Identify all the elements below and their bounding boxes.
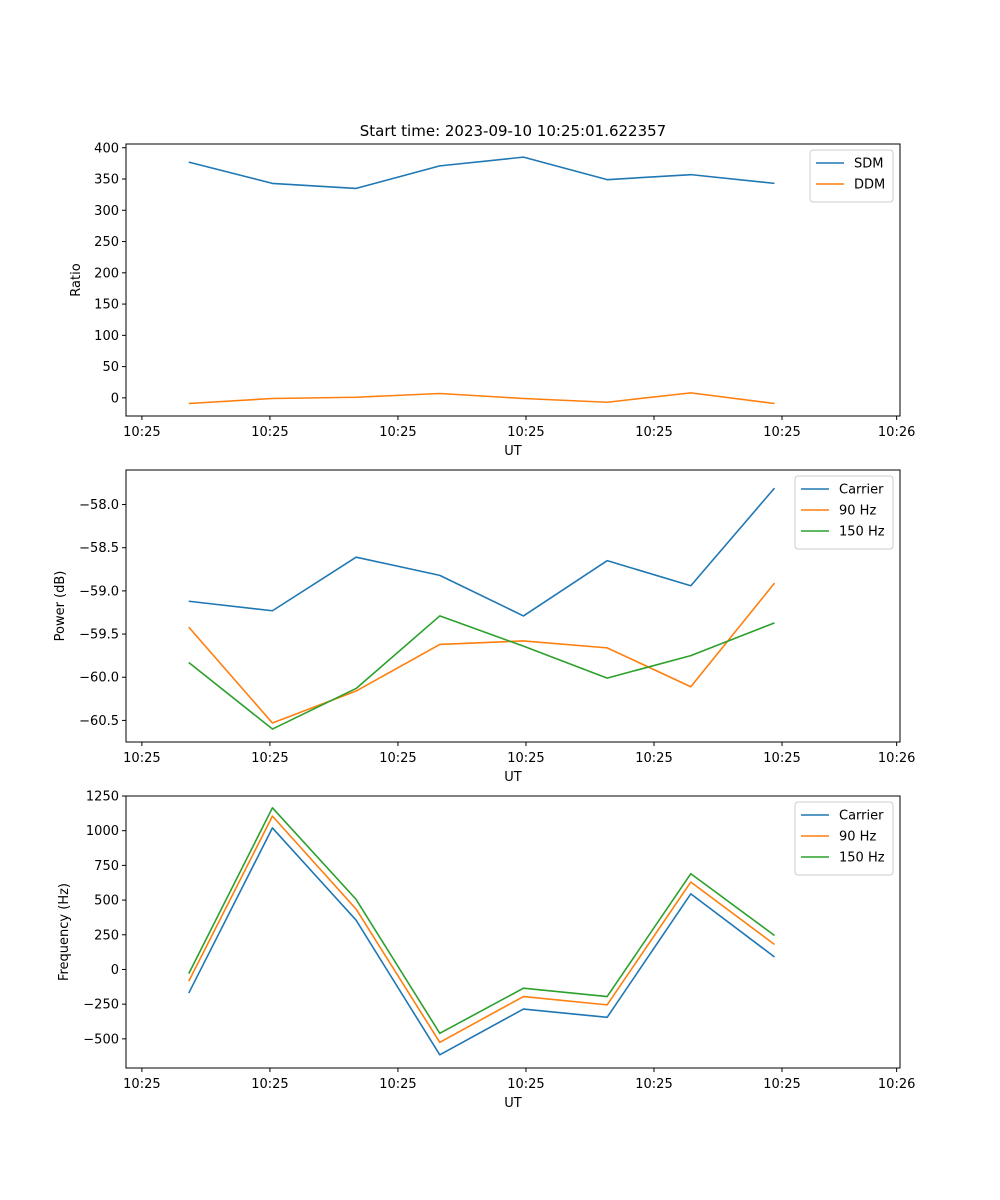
y-tick-label: 750 xyxy=(94,859,119,874)
y-tick-label: −59.0 xyxy=(79,584,119,599)
x-axis-label: UT xyxy=(504,1096,522,1111)
y-tick-label: 350 xyxy=(94,173,119,188)
x-tick-label: 10:25 xyxy=(379,425,416,440)
x-tick-label: 10:25 xyxy=(123,751,160,766)
y-tick-label: 400 xyxy=(94,141,119,156)
x-tick-label: 10:25 xyxy=(251,1077,288,1092)
x-axis-label: UT xyxy=(504,444,522,459)
x-tick-label: 10:25 xyxy=(763,751,800,766)
legend: Carrier 90 Hz 150 Hz xyxy=(794,475,894,550)
y-tick-label: −59.5 xyxy=(79,628,119,643)
series-line-ddm xyxy=(188,392,775,405)
axes-frame xyxy=(125,143,901,417)
y-tick-label: 0 xyxy=(111,391,119,406)
x-tick-label: 10:25 xyxy=(251,751,288,766)
x-tick-label: 10:25 xyxy=(123,425,160,440)
legend-label-ddm: DDM xyxy=(854,178,885,193)
x-tick-label: 10:25 xyxy=(379,1077,416,1092)
y-tick-label: 500 xyxy=(94,894,119,909)
x-tick-label: 10:25 xyxy=(507,1077,544,1092)
x-tick-label: 10:25 xyxy=(251,425,288,440)
subplot-2: 10:25 10:25 10:25 10:25 10:25 10:25 10:26 −60.5… xyxy=(53,469,915,785)
legend: Carrier 90 Hz 150 Hz xyxy=(794,801,894,876)
legend-label-carrier: Carrier xyxy=(839,809,884,824)
x-axis-label: UT xyxy=(504,770,522,785)
y-tick-label: −60.5 xyxy=(79,714,119,729)
axes-frame xyxy=(125,795,901,1069)
series-line-sdm xyxy=(188,156,775,190)
x-tick-label: 10:26 xyxy=(878,1077,915,1092)
series-line-90-hz xyxy=(188,582,776,724)
x-tick-label: 10:25 xyxy=(635,1077,672,1092)
y-axis-label: Frequency (Hz) xyxy=(57,883,72,981)
series-line-150-hz xyxy=(188,615,775,730)
series-line-carrier xyxy=(188,487,776,617)
x-tick-label: 10:25 xyxy=(635,751,672,766)
series-line-150-hz xyxy=(188,806,775,1035)
legend-label-90-hz: 90 Hz xyxy=(839,504,876,519)
legend-label-sdm: SDM xyxy=(854,157,883,172)
y-tick-label: 150 xyxy=(94,298,119,313)
y-tick-label: 250 xyxy=(94,928,119,943)
legend-label-carrier: Carrier xyxy=(839,483,884,498)
series-line-90-hz xyxy=(188,815,775,1044)
x-tick-label: 10:25 xyxy=(123,1077,160,1092)
subplot-3: 10:25 10:25 10:25 10:25 10:25 10:25 10:26 −500 −… xyxy=(57,790,915,1112)
series-line-carrier xyxy=(188,827,775,1056)
y-tick-label: −58.5 xyxy=(79,541,119,556)
x-tick-label: 10:25 xyxy=(507,425,544,440)
y-tick-label: 0 xyxy=(111,963,119,978)
y-tick-label: 50 xyxy=(102,360,119,375)
x-tick-label: 10:25 xyxy=(507,751,544,766)
y-tick-label: −500 xyxy=(83,1032,119,1047)
x-tick-label: 10:25 xyxy=(635,425,672,440)
plots-container: 10:25 10:25 10:25 10:25 10:25 10:25 10:26 0 50 10… xyxy=(53,141,915,1111)
subplot-1: 10:25 10:25 10:25 10:25 10:25 10:25 10:26 0 50 10… xyxy=(69,141,915,459)
y-tick-label: −60.0 xyxy=(79,671,119,686)
x-tick-label: 10:25 xyxy=(379,751,416,766)
legend: SDM DDM xyxy=(809,149,894,203)
y-tick-label: 100 xyxy=(94,329,119,344)
x-tick-label: 10:26 xyxy=(878,751,915,766)
y-tick-label: −58.0 xyxy=(79,498,119,513)
legend-label-150-hz: 150 Hz xyxy=(839,851,885,866)
legend-label-150-hz: 150 Hz xyxy=(839,525,885,540)
x-tick-label: 10:25 xyxy=(763,1077,800,1092)
y-tick-label: −250 xyxy=(83,998,119,1013)
y-tick-label: 300 xyxy=(94,204,119,219)
y-axis-label: Power (dB) xyxy=(53,571,68,642)
x-tick-label: 10:25 xyxy=(763,425,800,440)
y-tick-label: 1250 xyxy=(86,790,119,805)
x-tick-label: 10:26 xyxy=(878,425,915,440)
y-tick-label: 1000 xyxy=(86,824,119,839)
legend-label-90-hz: 90 Hz xyxy=(839,830,876,845)
y-tick-label: 200 xyxy=(94,266,119,281)
chart-title: Start time: 2023-09-10 10:25:01.622357 xyxy=(360,122,666,140)
y-tick-label: 250 xyxy=(94,235,119,250)
y-axis-label: Ratio xyxy=(69,263,84,296)
axes-frame xyxy=(125,469,901,743)
